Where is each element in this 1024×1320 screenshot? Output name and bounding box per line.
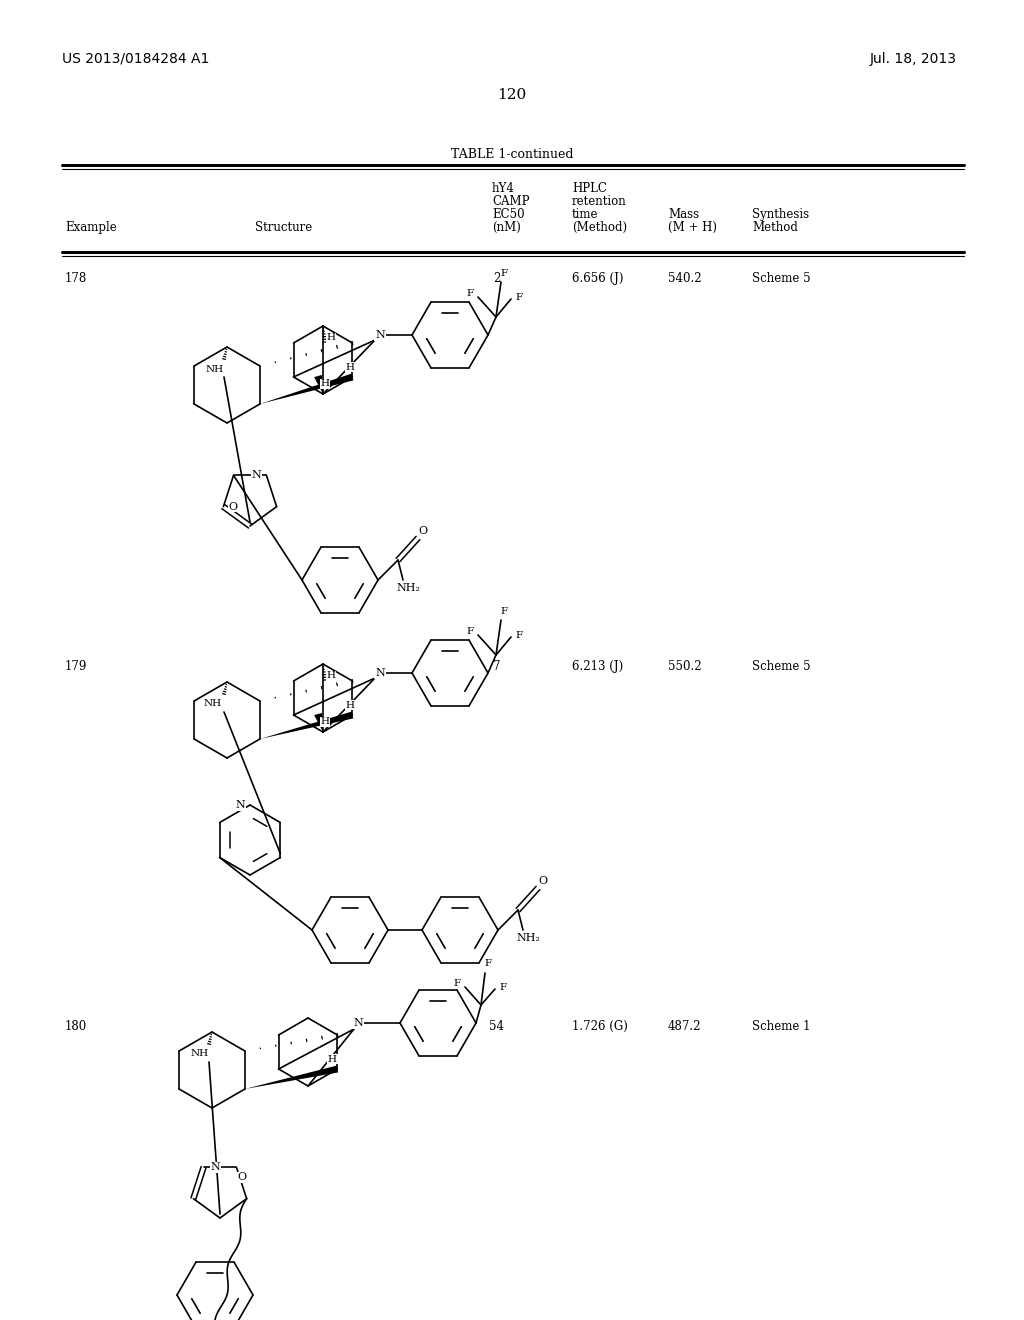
Text: NH: NH [204,700,222,709]
Text: N: N [252,470,261,480]
Polygon shape [314,713,323,733]
Text: hY4: hY4 [492,182,515,195]
Text: Example: Example [65,220,117,234]
Polygon shape [260,711,353,739]
Text: H: H [327,672,336,681]
Text: F: F [467,627,473,636]
Text: Method: Method [752,220,798,234]
Text: 180: 180 [65,1020,87,1034]
Text: F: F [515,631,522,639]
Text: N: N [375,330,385,341]
Text: Mass: Mass [668,209,699,220]
Text: 550.2: 550.2 [668,660,701,673]
Text: NH: NH [206,364,224,374]
Text: (M + H): (M + H) [668,220,717,234]
Text: US 2013/0184284 A1: US 2013/0184284 A1 [62,51,209,66]
Text: 6.656 (J): 6.656 (J) [572,272,624,285]
Text: F: F [515,293,522,301]
Text: O: O [539,876,548,886]
Text: F: F [501,268,508,277]
Text: F: F [454,979,461,989]
Text: H: H [321,380,330,388]
Text: Scheme 5: Scheme 5 [752,660,811,673]
Text: H: H [346,363,355,371]
Text: Structure: Structure [255,220,312,234]
Text: H: H [328,1055,337,1064]
Text: H: H [327,334,336,342]
Text: H: H [346,701,355,710]
Text: F: F [501,606,508,615]
Text: NH₂: NH₂ [396,583,420,593]
Text: (nM): (nM) [492,220,521,234]
Text: 120: 120 [498,88,526,102]
Text: N: N [375,668,385,678]
Text: time: time [572,209,598,220]
Text: 178: 178 [65,272,87,285]
Text: O: O [228,502,238,512]
Text: NH: NH [190,1049,209,1059]
Text: 6.213 (J): 6.213 (J) [572,660,624,673]
Text: Scheme 1: Scheme 1 [752,1020,811,1034]
Text: N: N [236,800,245,810]
Text: H: H [321,718,330,726]
Text: Scheme 5: Scheme 5 [752,272,811,285]
Text: F: F [500,982,507,991]
Polygon shape [314,375,323,393]
Text: (Method): (Method) [572,220,627,234]
Text: 179: 179 [65,660,87,673]
Polygon shape [260,374,353,404]
Text: O: O [237,1172,246,1183]
Text: 54: 54 [489,1020,505,1034]
Text: 487.2: 487.2 [668,1020,701,1034]
Text: 1.726 (G): 1.726 (G) [572,1020,628,1034]
Text: 2: 2 [494,272,501,285]
Text: NH₂: NH₂ [516,933,540,942]
Text: CAMP: CAMP [492,195,529,209]
Text: 7: 7 [494,660,501,673]
Text: Jul. 18, 2013: Jul. 18, 2013 [870,51,957,66]
Text: TABLE 1-continued: TABLE 1-continued [451,148,573,161]
Text: retention: retention [572,195,627,209]
Text: Synthesis: Synthesis [752,209,809,220]
Text: HPLC: HPLC [572,182,607,195]
Text: EC50: EC50 [492,209,524,220]
Text: O: O [419,525,428,536]
Text: N: N [211,1163,220,1172]
Polygon shape [245,1065,338,1089]
Text: 540.2: 540.2 [668,272,701,285]
Text: F: F [484,960,492,969]
Text: N: N [353,1018,362,1028]
Text: F: F [467,289,473,298]
